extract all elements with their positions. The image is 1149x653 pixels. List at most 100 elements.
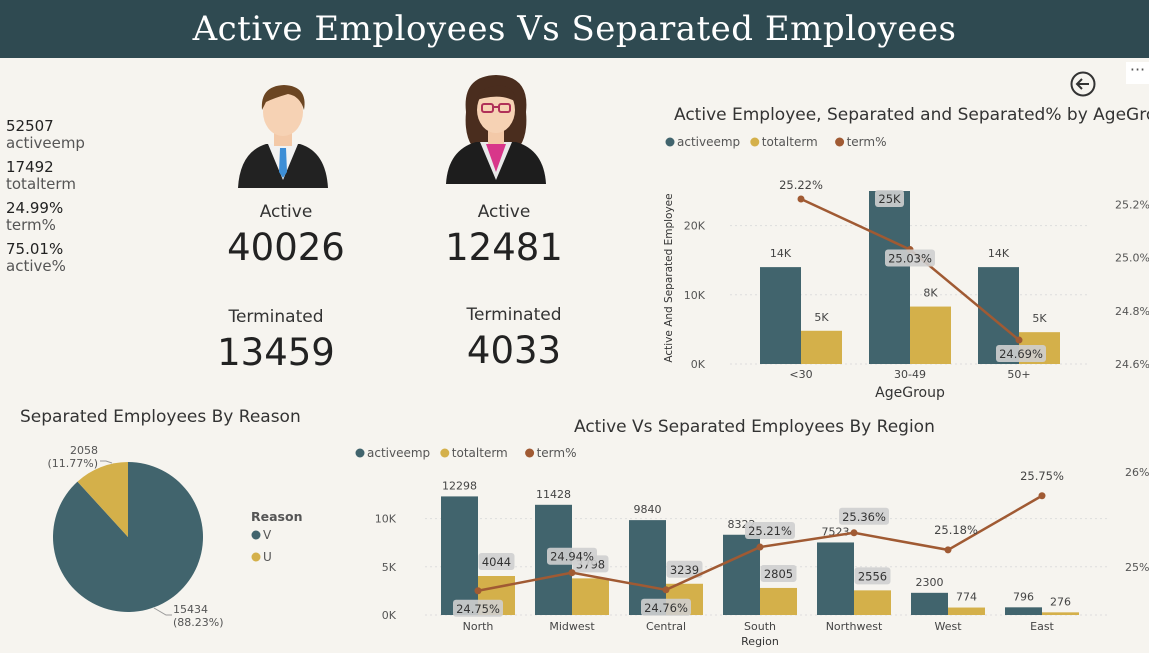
bar-label-activeemp: 796 [1013,590,1034,603]
bar-totalterm [1042,612,1079,615]
bar-activeemp [441,496,478,615]
leader-line [153,607,172,616]
legend-label: U [263,550,272,564]
bar-label-activeemp: 11428 [536,488,571,501]
data-label: 25K [878,192,901,206]
data-label-bg [547,547,597,565]
legend-label: activeemp [367,446,430,460]
data-label: 25.03% [888,252,932,266]
male-active-label: Active [259,202,313,222]
bar-label-activeemp: 2300 [916,576,944,589]
y2-tick-label: 25.0% [1115,252,1149,265]
age-chart: activeemp totalterm term% 0K 10K 20K 24.6% 24.8… [663,135,1149,401]
female-term-card: Terminated 4033 [428,305,600,372]
bar-totalterm [801,330,842,364]
more-options-icon[interactable]: ··· [1126,62,1149,84]
point-term-pct [850,529,858,537]
x-axis-title: Region [741,635,779,648]
data-label: 2556 [858,569,887,583]
pie-slice-u [77,462,128,537]
bar-label-totalterm: 5K [814,311,829,324]
point-term-pct [1038,492,1046,500]
kpi-term-pct: 24.99% term% [6,200,85,234]
x-axis-title: AgeGroup [875,385,945,401]
data-label-bg [996,345,1046,363]
data-label-bg [453,599,503,617]
y-tick-label: 20K [684,220,706,233]
x-tick-label: 30-49 [894,368,926,381]
male-avatar-icon [238,85,328,188]
legend-label: totalterm [452,446,508,460]
female-term-label: Terminated [466,305,562,325]
x-tick-label: 50+ [1007,368,1030,381]
point-term-pct [797,195,805,203]
female-term-value: 4033 [466,329,562,372]
legend-label: term% [847,135,887,149]
y2-tick-label: 26% [1125,466,1149,479]
pie-label-pct: (88.23%) [173,616,224,629]
line-label-term-pct: 25.18% [934,523,978,537]
point-term-pct [474,587,482,595]
line-label-term-pct: 25.22% [779,178,823,192]
y2-tick-label: 25.2% [1115,198,1149,211]
legend-title: Reason [251,509,302,524]
point-term-pct [662,586,670,594]
data-label-bg [745,522,795,540]
x-tick-label: Northwest [826,620,883,633]
page-header: Active Employees Vs Separated Employees [0,0,1149,58]
pie-chart-title: Separated Employees By Reason [20,407,301,427]
kpi-value: 24.99% [6,199,64,217]
bar-activeemp [760,267,801,364]
legend-marker [665,137,675,147]
x-tick-label: South [744,620,776,633]
y2-tick-label: 24.6% [1115,358,1149,371]
kpi-value: 17492 [6,158,54,176]
female-active-card: Active 12481 [418,202,590,269]
bar-activeemp [869,191,910,364]
kpi-label: active% [6,257,66,275]
pie-label-pct: (11.77%) [47,457,98,470]
x-tick-label: West [934,620,962,633]
data-label-bg [666,560,703,578]
female-active-value: 12481 [445,226,563,269]
y2-tick-label: 24.8% [1115,305,1149,318]
y-tick-label: 0K [691,358,706,371]
page-title: Active Employees Vs Separated Employees [192,9,957,49]
bar-activeemp [911,592,948,615]
y-tick-label: 0K [382,609,397,622]
kpi-active-pct: 75.01% active% [6,241,85,275]
bar-label-totalterm: 276 [1050,595,1071,608]
legend-marker [355,448,365,458]
bar-totalterm [760,587,797,615]
y-axis-title: Active And Separated Employee [663,193,675,362]
bar-label-totalterm: 774 [956,591,977,604]
legend-marker [251,552,261,562]
data-label: 25.36% [842,510,886,524]
point-term-pct [756,543,764,551]
leader-line [100,460,113,464]
region-chart-title: Active Vs Separated Employees By Region [574,417,935,437]
legend-marker [525,448,535,458]
data-label-bg [839,507,889,525]
bar-activeemp [1005,607,1042,615]
back-arrow-icon[interactable] [1070,71,1096,97]
line-label-term-pct: 25.75% [1020,469,1064,483]
bar-label-activeemp: 14K [770,247,792,260]
data-label: 2805 [764,567,793,581]
legend-marker [251,530,261,540]
bar-totalterm [948,607,985,615]
bar-totalterm [572,578,609,615]
legend-label: term% [537,446,577,460]
legend-label: totalterm [762,135,818,149]
pie-chart: 15434(88.23%) 2058(11.77%) Reason VU [47,444,302,629]
data-label-bg [478,553,515,571]
bar-label-activeemp: 14K [988,247,1010,260]
kpi-label: activeemp [6,134,85,152]
female-avatar-icon [446,75,546,184]
data-label-bg [641,598,691,616]
legend-marker [440,448,450,458]
kpi-totalterm: 17492 totalterm [6,159,85,193]
data-label-bg [760,564,797,582]
pie-label-value: 2058 [70,444,98,457]
male-active-value: 40026 [227,226,345,269]
